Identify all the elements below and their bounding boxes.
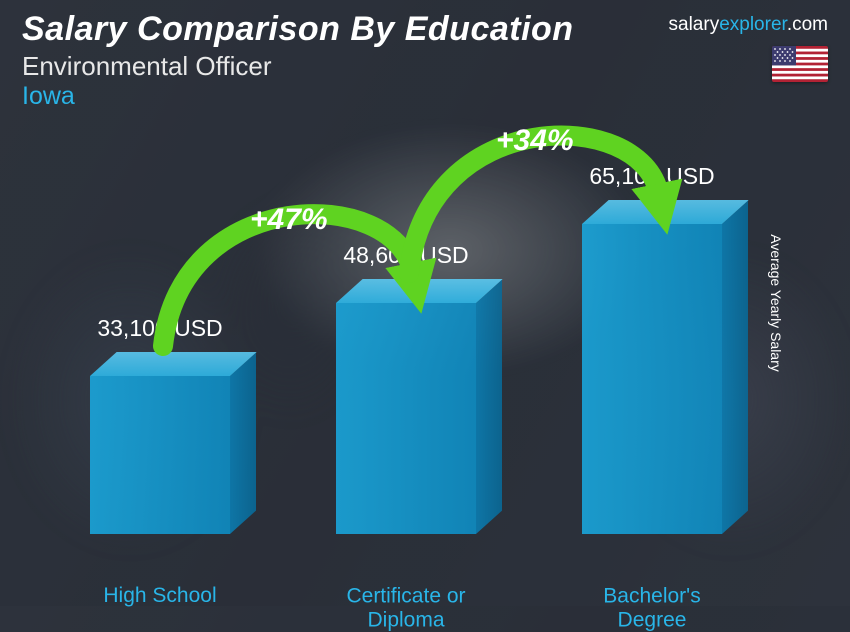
- bar-category-label: Certificate orDiploma: [296, 580, 516, 632]
- bar-category-label: High School: [50, 580, 270, 608]
- bar-chart: High School33,100 USDCertificate orDiplo…: [55, 98, 795, 578]
- chart-location: Iowa: [22, 82, 828, 111]
- y-axis-label: Average Yearly Salary: [767, 234, 783, 372]
- increase-percentage: +34%: [496, 124, 574, 158]
- brand-part1: salary: [669, 14, 720, 35]
- increase-arrow: +34%: [55, 98, 795, 578]
- chart-subtitle: Environmental Officer: [22, 51, 828, 82]
- bar-category-label: Bachelor'sDegree: [542, 580, 762, 632]
- brand-logo: salaryexplorer.com: [669, 14, 828, 36]
- brand-part2: explorer: [719, 14, 787, 35]
- flag-icon: [772, 46, 828, 82]
- brand-part3: .com: [787, 14, 828, 35]
